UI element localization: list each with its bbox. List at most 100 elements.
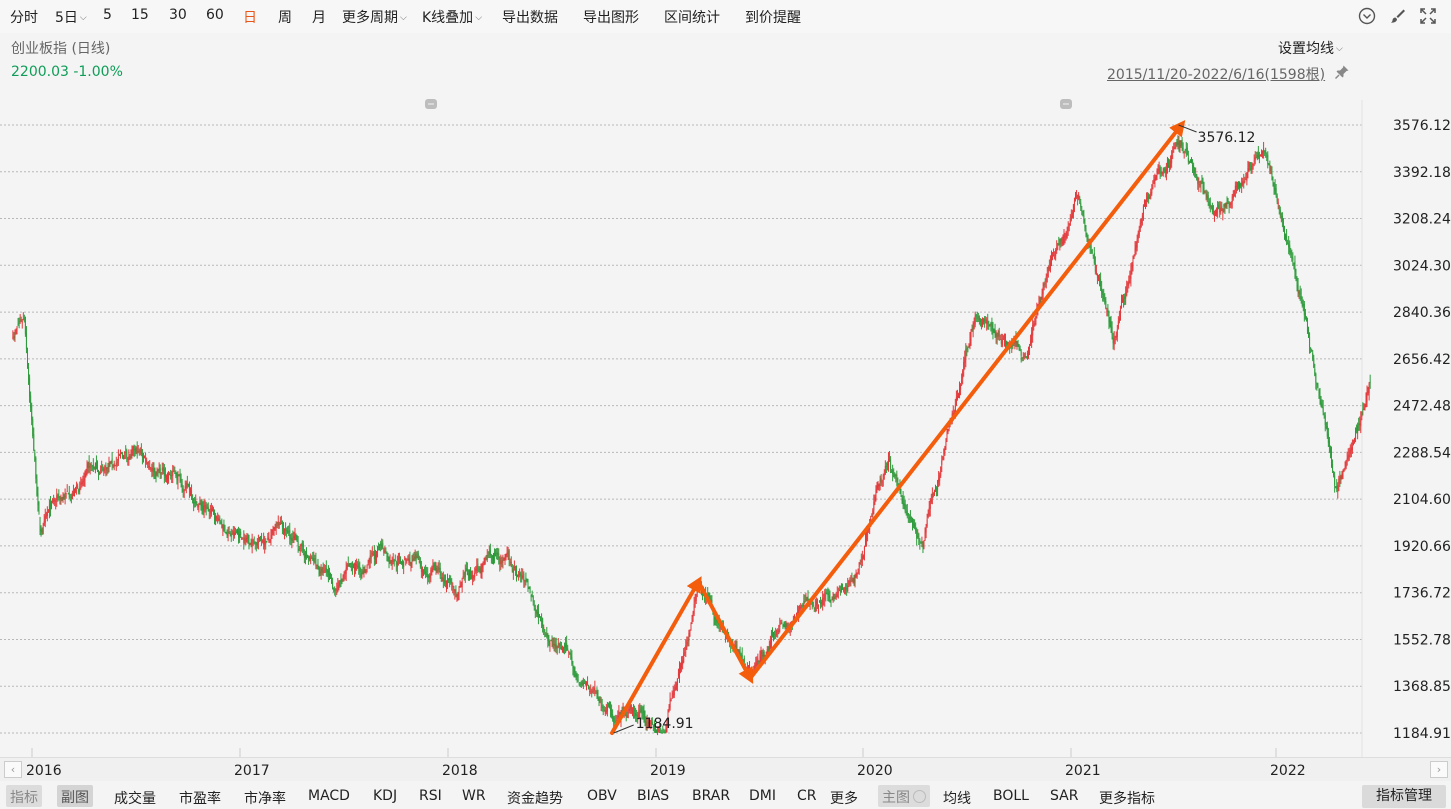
candle-body (1150, 191, 1152, 198)
candle-body (740, 654, 742, 658)
candle-body (1059, 239, 1061, 245)
candle-body (348, 563, 350, 567)
candle-body (418, 561, 420, 563)
ma-setting-dropdown[interactable]: 设置均线 ⌵ (1278, 41, 1343, 57)
pin-icon[interactable] (1334, 64, 1350, 80)
candle-body (1118, 318, 1120, 321)
indicator-manager-button[interactable]: 指标管理 (1362, 785, 1446, 808)
indicator-volume[interactable]: 成交量 (114, 791, 156, 807)
candle-body (597, 694, 599, 696)
candle-body (1110, 321, 1112, 330)
candle-body (952, 413, 954, 415)
candle-body (193, 498, 195, 505)
overlay-boll[interactable]: BOLL (993, 788, 1029, 804)
price-alert-button[interactable]: 到价提醒 (745, 10, 801, 26)
candle-body (965, 348, 967, 360)
candle-body (266, 541, 268, 543)
indicator-pb[interactable]: 市净率 (244, 791, 286, 807)
candle-body (233, 532, 235, 536)
candle-body (1005, 340, 1007, 342)
candle-body (76, 485, 78, 488)
candle-body (549, 642, 551, 648)
tab-15min[interactable]: 15 (131, 7, 149, 23)
indicator-fund-trend[interactable]: 资金趋势 (507, 791, 563, 807)
y-tick-label: 1552.78 (1393, 632, 1451, 648)
date-range-label[interactable]: 2015/11/20-2022/6/16(1598根) (1107, 67, 1326, 83)
candle-body (1363, 408, 1365, 410)
indicator-rsi[interactable]: RSI (419, 788, 442, 804)
candle-body (365, 570, 367, 573)
candle-body (1324, 415, 1326, 425)
indicator-cr[interactable]: CR (797, 788, 817, 804)
more-periods-dropdown[interactable]: 更多周期 ⌵ (342, 10, 407, 26)
tab-intraday[interactable]: 分时 (10, 10, 38, 26)
candle-body (1219, 208, 1221, 213)
candle-body (1103, 294, 1105, 300)
indicator-brar[interactable]: BRAR (692, 788, 731, 804)
kline-overlay-dropdown[interactable]: K线叠加 ⌵ (422, 10, 483, 26)
candle-body (103, 468, 105, 472)
fullscreen-icon[interactable] (1418, 6, 1438, 26)
tab-daily[interactable]: 日 (243, 10, 257, 26)
brush-icon[interactable] (1388, 6, 1408, 26)
circle-chevron-down-icon[interactable] (1357, 6, 1377, 26)
indicator-pe[interactable]: 市盈率 (179, 791, 221, 807)
candle-body (1256, 154, 1258, 159)
indicator-kdj[interactable]: KDJ (373, 788, 398, 804)
candle-body (925, 526, 927, 533)
candle-body (183, 490, 185, 492)
candle-body (812, 601, 814, 607)
candle-body (104, 466, 106, 468)
tab-5day[interactable]: 5日 ⌵ (55, 10, 87, 26)
candle-body (932, 493, 934, 495)
indicator-macd[interactable]: MACD (308, 788, 350, 804)
tab-5min[interactable]: 5 (103, 7, 112, 23)
chevron-down-icon: ⌵ (1336, 44, 1343, 54)
candle-body (155, 473, 157, 476)
circle-toggle-icon[interactable] (913, 790, 926, 803)
candle-body (465, 567, 467, 572)
candle-body (200, 502, 202, 507)
event-marker-icon[interactable] (425, 99, 437, 109)
candle-body (1293, 262, 1295, 264)
export-chart-button[interactable]: 导出图形 (583, 10, 639, 26)
kline-chart[interactable]: 3576.12 3392.18 3208.24 3024.30 2840.36 2656.… (0, 0, 1451, 757)
candle-body (714, 618, 716, 620)
candle-body (1337, 484, 1339, 492)
tab-monthly[interactable]: 月 (312, 10, 326, 26)
candle-body (1323, 413, 1325, 415)
export-data-button[interactable]: 导出数据 (502, 10, 558, 26)
candle-body (994, 329, 996, 335)
event-marker-icon[interactable] (1060, 99, 1072, 109)
indicator-more[interactable]: 更多 (830, 791, 858, 807)
indicator-dmi[interactable]: DMI (749, 788, 776, 804)
overlay-ma[interactable]: 均线 (943, 791, 971, 807)
candle-body (410, 563, 412, 565)
tab-weekly[interactable]: 周 (278, 10, 292, 26)
candle-body (220, 521, 222, 525)
candle-body (1094, 263, 1096, 272)
candle-body (321, 568, 323, 572)
candle-body (667, 709, 669, 721)
candle-body (160, 472, 162, 474)
tab-30min[interactable]: 30 (169, 7, 187, 23)
candle-body (1328, 441, 1330, 448)
candle-body (686, 641, 688, 645)
candle-body (1273, 183, 1275, 189)
scroll-left-button[interactable]: ‹ (4, 761, 22, 778)
overlay-more[interactable]: 更多指标 (1099, 791, 1155, 807)
indicator-wr[interactable]: WR (462, 788, 486, 804)
indicator-bias[interactable]: BIAS (637, 788, 670, 804)
tab-60min[interactable]: 60 (206, 7, 224, 23)
candle-body (90, 464, 92, 466)
candle-body (579, 684, 581, 686)
candle-body (194, 502, 196, 504)
indicator-obv[interactable]: OBV (587, 788, 617, 804)
scroll-right-button[interactable]: › (1430, 761, 1448, 778)
overlay-sar[interactable]: SAR (1050, 788, 1079, 804)
range-stats-button[interactable]: 区间统计 (664, 10, 720, 26)
candle-body (961, 380, 963, 384)
candle-body (646, 721, 648, 725)
candle-body (126, 450, 128, 458)
candle-body (74, 489, 76, 495)
